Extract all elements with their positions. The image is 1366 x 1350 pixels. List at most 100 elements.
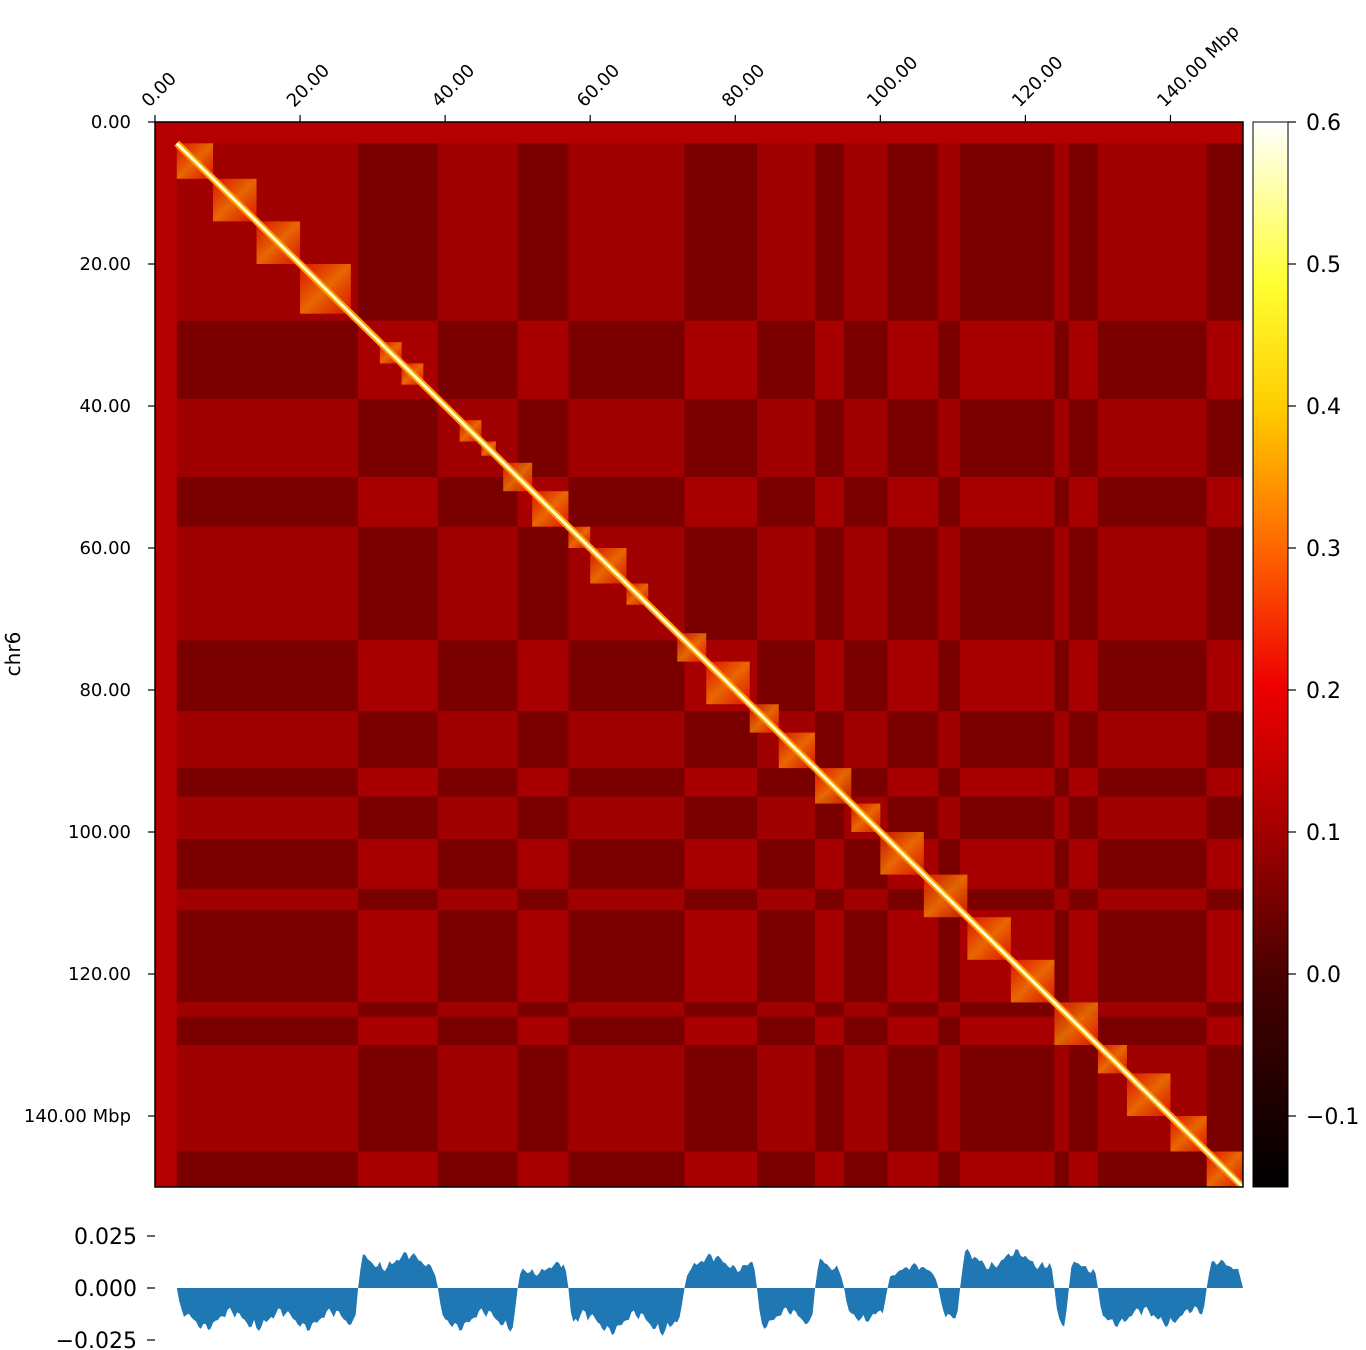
heatmap-cell: [960, 1151, 1055, 1187]
heatmap-cell: [1097, 888, 1207, 911]
heatmap-cell: [437, 526, 518, 641]
heatmap-cell: [815, 398, 845, 477]
heatmap-cell: [815, 477, 845, 527]
heatmap-cell: [1097, 320, 1207, 399]
heatmap-cells: [176, 143, 1243, 1187]
heatmap-cell: [568, 888, 685, 911]
heatmap-cell: [844, 1151, 888, 1187]
heatmap-cell: [684, 1045, 758, 1152]
heatmap-cell: [887, 1002, 939, 1017]
x-tick-label: 80.00: [718, 60, 769, 111]
heatmap-cell: [1068, 1151, 1098, 1187]
heatmap-cell: [938, 1002, 961, 1017]
eigenvector-tick-label: 0.025: [74, 1225, 137, 1250]
eigenvector-tick-label: 0.000: [74, 1277, 137, 1302]
heatmap-cell: [176, 910, 359, 1003]
heatmap-cell: [568, 839, 685, 889]
heatmap-cell: [1054, 768, 1069, 797]
heatmap-cell: [960, 526, 1055, 641]
heatmap-cell: [757, 1016, 816, 1045]
heatmap-cell: [1054, 711, 1069, 769]
heatmap-cell: [887, 910, 939, 1003]
heatmap-diagonal: [174, 140, 1243, 1187]
heatmap-cell: [358, 1151, 438, 1187]
heatmap-cell: [815, 711, 845, 769]
heatmap-cell: [358, 143, 438, 321]
heatmap-cell: [887, 477, 939, 527]
heatmap-cell: [1068, 526, 1098, 641]
heatmap-cell: [1097, 398, 1207, 477]
heatmap-cell: [176, 477, 359, 527]
heatmap-cell: [960, 398, 1055, 477]
heatmap-cell: [887, 143, 939, 321]
heatmap-cell: [1097, 1016, 1207, 1045]
heatmap-cell: [684, 1002, 758, 1017]
heatmap-cell: [437, 910, 518, 1003]
heatmap-cell: [938, 398, 961, 477]
heatmap-cell: [757, 1045, 816, 1152]
x-tick-label: 0.00: [138, 68, 181, 111]
heatmap-cell: [568, 640, 685, 712]
heatmap-cell: [176, 1151, 359, 1187]
heatmap-cell: [358, 910, 438, 1003]
heatmap-cell: [1068, 796, 1098, 840]
heatmap-cell: [176, 796, 359, 840]
x-axis-top: 0.00 20.00 40.00 60.00 80.00 100.00 120.00 140.…: [138, 21, 1244, 122]
heatmap-cell: [1054, 910, 1069, 1003]
y-tick-label: 0.00: [91, 112, 131, 133]
heatmap-cell: [1054, 143, 1069, 321]
heatmap-cell: [568, 398, 685, 477]
heatmap-cell: [844, 711, 888, 769]
heatmap-cell: [1054, 1151, 1069, 1187]
heatmap-cell: [684, 398, 758, 477]
heatmap-cell: [1068, 1045, 1098, 1152]
heatmap-cell: [176, 768, 359, 797]
heatmap-cell: [437, 143, 518, 321]
heatmap-cell: [517, 711, 569, 769]
heatmap-cell: [938, 640, 961, 712]
heatmap-cell: [1068, 711, 1098, 769]
y-tick-label: 20.00: [79, 254, 131, 275]
heatmap-cell: [1054, 1045, 1069, 1152]
heatmap-cell: [684, 839, 758, 889]
y-tick-label: 80.00: [79, 680, 131, 701]
heatmap-cell: [176, 888, 359, 911]
heatmap-cell: [1206, 796, 1243, 840]
heatmap-cell: [815, 320, 845, 399]
colorbar-tick-label: 0.0: [1306, 963, 1341, 988]
heatmap-cell: [358, 768, 438, 797]
heatmap-cell: [844, 398, 888, 477]
heatmap-cell: [887, 1151, 939, 1187]
heatmap-cell: [887, 768, 939, 797]
heatmap-cell: [1068, 398, 1098, 477]
heatmap-cell: [844, 526, 888, 641]
heatmap-cell: [568, 1151, 685, 1187]
heatmap-cell: [437, 1016, 518, 1045]
heatmap-cell: [1054, 640, 1069, 712]
y-tick-label: 40.00: [79, 396, 131, 417]
diagonal-line: [175, 142, 1243, 1187]
heatmap-cell: [176, 711, 359, 769]
heatmap-cell: [938, 477, 961, 527]
heatmap-cell: [568, 768, 685, 797]
x-tick-label: 40.00: [428, 60, 479, 111]
heatmap-cell: [960, 796, 1055, 840]
heatmap-cell: [517, 1045, 569, 1152]
heatmap-cell: [844, 1045, 888, 1152]
heatmap-cell: [1068, 143, 1098, 321]
heatmap-cell: [757, 1002, 816, 1017]
heatmap-cell: [437, 888, 518, 911]
heatmap-cell: [757, 888, 816, 911]
heatmap-cell: [517, 839, 569, 889]
heatmap-cell: [757, 839, 816, 889]
colorbar-tick-label: 0.2: [1306, 679, 1341, 704]
heatmap-cell: [1068, 910, 1098, 1003]
heatmap-cell: [358, 398, 438, 477]
colorbar-tick-label: 0.1: [1306, 821, 1341, 846]
eigenvector-tick-label: −0.025: [56, 1329, 137, 1350]
heatmap-cell: [437, 839, 518, 889]
heatmap-cell: [815, 640, 845, 712]
heatmap-cell: [757, 320, 816, 399]
heatmap-cell: [176, 398, 359, 477]
